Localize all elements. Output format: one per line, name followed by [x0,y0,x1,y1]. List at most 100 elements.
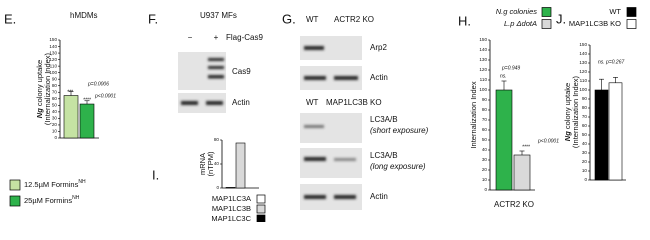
annotation: p<0.0001 [94,93,116,99]
blot [300,148,362,178]
y-tick-label: 100 [479,87,487,92]
y-tick-label: 20 [582,159,588,164]
blot-row-label: Actin [370,73,388,82]
y-axis-label: Internalization Index [469,81,478,148]
lane-condition: Flag-Cas9 [226,33,263,42]
blot-row-label: Actin [232,98,250,107]
y-tick-label: 50 [582,132,588,137]
bar [594,89,609,181]
text-part: MAP1LC3A [212,194,251,203]
y-tick-label: 40 [52,109,58,114]
y-tick-label: 80 [582,105,588,110]
text-part: 12.5µM Formins [24,180,79,189]
error-bar [613,77,618,83]
y-tick-label: 10 [582,168,588,173]
chart-title: hMDMs [70,11,98,20]
y-axis-label: mRNA(nTPM) [198,151,215,177]
blot-title: U937 MFs [200,11,237,20]
y-tick-label: 120 [49,57,57,62]
blot [178,93,226,113]
annotation: p<0.0001 [537,138,559,144]
blot [300,66,362,90]
y-tick-label: 150 [49,37,57,42]
x-tick-label: ACTR2 KO [494,200,534,209]
annotation: p=0.0006 [87,81,109,87]
y-tick-label: 20 [482,167,488,172]
legend-swatch [626,7,637,17]
lane-label: − [188,33,193,42]
y-tick-label: 80 [214,137,220,142]
y-tick-label: 140 [579,51,587,56]
annotation: *** [67,89,74,95]
text-part: Ng [35,108,44,118]
text-part: mRNA [198,153,207,175]
blot [178,52,226,90]
y-tick-label: 70 [52,89,58,94]
text-part: MAP1LC3C [211,214,251,222]
blot-row-label: Cas9 [232,67,251,76]
error-bar [68,91,74,96]
y-tick-label: 0 [54,135,57,140]
bar [513,154,531,191]
y-tick-label: 50 [52,103,58,108]
y-tick-label: 130 [49,50,57,55]
y-tick-label: 0 [584,177,587,182]
y-tick-label: 40 [582,141,588,146]
annotation: **** [83,97,92,103]
legend-swatch [626,19,637,29]
y-tick-label: 70 [482,117,488,122]
y-tick-label: 140 [49,44,57,49]
legend-swatch [9,179,21,191]
y-tick-label: 70 [582,114,588,119]
legend-label: L.p ΔdotA [504,19,537,28]
error-bar [84,100,90,105]
y-tick-label: 30 [582,150,588,155]
y-tick-label: 60 [582,123,588,128]
y-tick-label: 40 [214,161,220,166]
bar [608,82,623,181]
lane-label: + [214,33,219,42]
legend-label: 25µM ForminsNH [24,195,80,205]
blot [300,113,362,143]
figure: E. F. G. H. I. J. U937 MFs − + Flag-Cas9… [4,7,637,222]
legend-swatch [256,214,266,222]
text-part: 25µM Formins [24,196,72,205]
y-tick-label: 110 [50,63,58,68]
y-tick-label: 40 [482,147,488,152]
text-part: colony uptake [563,83,572,131]
legend-label: MAP1LC3B [212,204,251,213]
blot-row-label: Arp2 [370,43,387,52]
y-tick-label: 60 [482,127,488,132]
y-tick-label: 30 [482,157,488,162]
panel-label: J. [556,11,566,26]
panel-label: I. [152,167,159,182]
error-bar [599,78,604,90]
y-tick-label: 90 [482,97,488,102]
annotation: ns. p=0.267 [598,59,624,65]
y-tick-label: 90 [52,76,58,81]
y-tick-label: 150 [479,37,487,42]
annotation: p=0.949 [501,65,520,71]
blot-row-label: LC3A/B [370,151,398,160]
bar [79,103,95,139]
text-part: MAP1LC3B [212,204,251,213]
text-part: L.p ΔdotA [504,19,537,28]
text-part: colony uptake [35,60,44,108]
blot [300,184,362,210]
y-tick-label: 90 [582,96,588,101]
panel-label: H. [458,13,471,28]
y-tick-label: 140 [479,47,487,52]
text-part: MAP1LC3B KO [569,19,621,28]
y-tick-label: 0 [216,185,219,190]
y-tick-label: 110 [580,78,588,83]
legend-swatch [256,204,266,214]
y-tick-label: 120 [479,67,487,72]
text-part: Internalization Index [469,81,478,148]
y-tick-label: 30 [52,116,58,121]
y-tick-label: 80 [482,107,488,112]
y-tick-label: 0 [484,187,487,192]
y-tick-label: 120 [579,69,587,74]
bar [63,95,79,139]
y-tick-label: 20 [52,122,58,127]
legend-swatch [9,195,21,207]
